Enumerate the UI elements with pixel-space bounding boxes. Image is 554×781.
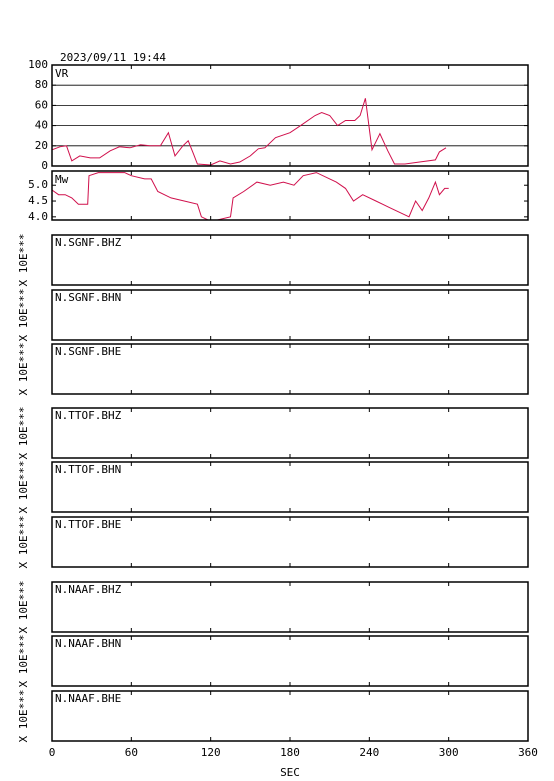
trace-frame <box>51 516 529 568</box>
y-tick-label: 5.0 <box>28 178 48 191</box>
trace-ylabel: X 10E*** <box>17 635 30 688</box>
y-tick-label: 100 <box>28 58 48 71</box>
trace-ylabel: X 10E*** <box>17 581 30 634</box>
panel-label: VR <box>55 67 69 80</box>
y-tick-label: 80 <box>35 78 48 91</box>
trace-ylabel: X 10E*** <box>17 289 30 342</box>
y-tick-label: 40 <box>35 119 48 132</box>
y-tick-label: 0 <box>41 159 48 172</box>
trace-ylabel: X 10E*** <box>17 461 30 514</box>
y-tick-label: 20 <box>35 139 48 152</box>
trace-label: N.TTOF.BHZ <box>55 409 122 422</box>
plot-frame <box>51 170 529 221</box>
y-tick-label: 4.5 <box>28 194 48 207</box>
trace-label: N.NAAF.BHZ <box>55 583 122 596</box>
x-tick-label: 180 <box>280 746 300 759</box>
x-tick-label: 360 <box>518 746 538 759</box>
trace-frame <box>51 461 529 513</box>
plot-frame <box>51 64 529 167</box>
trace-frame <box>51 343 529 395</box>
trace-ylabel: X 10E*** <box>17 343 30 396</box>
trace-frame <box>51 690 529 742</box>
x-tick-label: 60 <box>125 746 138 759</box>
x-tick-label: 120 <box>201 746 221 759</box>
x-tick-label: 300 <box>439 746 459 759</box>
trace-label: N.TTOF.BHE <box>55 518 121 531</box>
x-tick-label: 240 <box>359 746 379 759</box>
trace-label: N.SGNF.BHE <box>55 345 121 358</box>
trace-label: N.SGNF.BHZ <box>55 236 122 249</box>
trace-frame <box>51 407 529 459</box>
trace-label: N.NAAF.BHE <box>55 692 121 705</box>
y-tick-label: 4.0 <box>28 210 48 223</box>
trace-label: N.SGNF.BHN <box>55 291 121 304</box>
y-tick-label: 60 <box>35 98 48 111</box>
trace-frame <box>51 635 529 687</box>
trace-label: N.TTOF.BHN <box>55 463 121 476</box>
trace-ylabel: X 10E*** <box>17 516 30 569</box>
trace-frame <box>51 581 529 633</box>
timestamp: 2023/09/11 19:44 <box>60 51 166 64</box>
trace-ylabel: X 10E*** <box>17 234 30 287</box>
data-line <box>51 172 449 221</box>
x-axis-label: SEC <box>280 766 300 779</box>
trace-ylabel: X 10E*** <box>17 407 30 460</box>
data-line <box>51 98 447 166</box>
trace-ylabel: X 10E*** <box>17 690 30 743</box>
panel-label: Mw <box>55 173 69 186</box>
trace-label: N.NAAF.BHN <box>55 637 121 650</box>
trace-frame <box>51 234 529 286</box>
x-tick-label: 0 <box>49 746 56 759</box>
trace-frame <box>51 289 529 341</box>
